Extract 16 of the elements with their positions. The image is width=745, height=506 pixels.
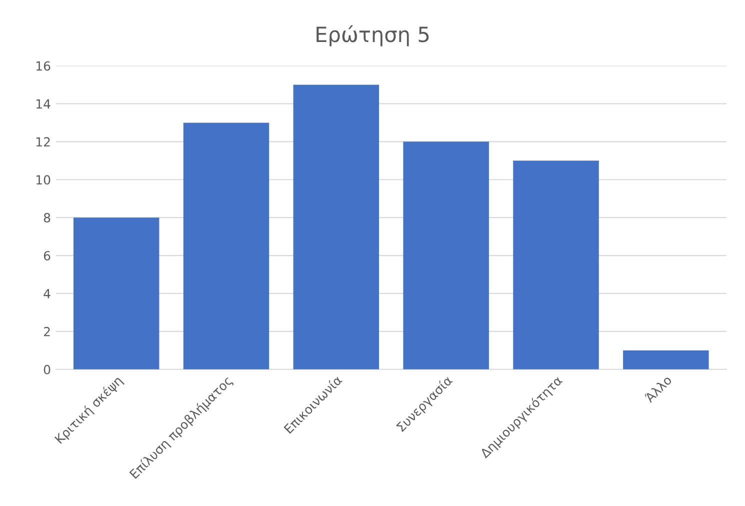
- bar: [183, 122, 270, 370]
- bar: [73, 218, 160, 370]
- y-tick-label: 14: [36, 99, 50, 108]
- bar: [513, 160, 599, 370]
- y-tick-label: 0: [44, 364, 50, 374]
- y-tick-label: 6: [44, 251, 50, 260]
- bar: [623, 350, 709, 370]
- y-tick-label: 16: [36, 61, 50, 71]
- y-tick-label: 10: [36, 175, 50, 185]
- bar: [403, 142, 489, 370]
- y-tick-label: 4: [44, 289, 50, 298]
- bar: [293, 84, 380, 370]
- y-tick-label: 2: [44, 326, 50, 336]
- y-tick-label: 12: [36, 137, 50, 146]
- chart-title: Ερώτηση 5: [316, 25, 429, 46]
- y-tick-label: 8: [44, 213, 50, 223]
